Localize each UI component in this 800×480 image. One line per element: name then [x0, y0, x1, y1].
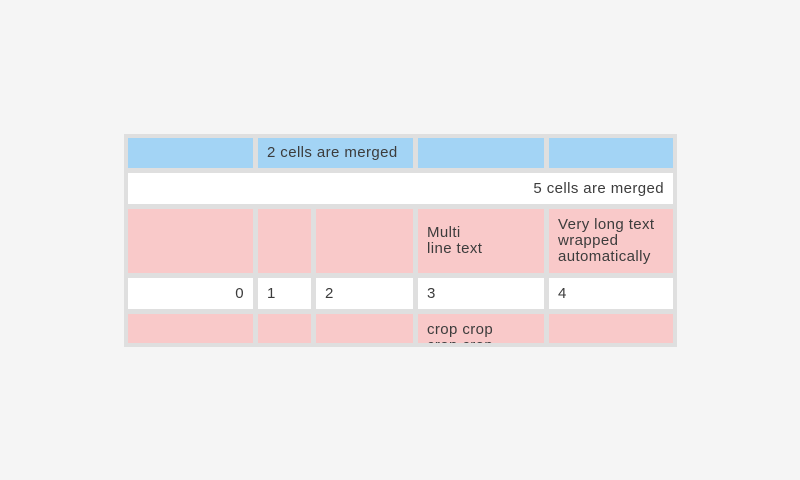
table-cell-r4c3[interactable]: 2 [316, 278, 413, 309]
table-widget: 2 cells are merged 5 cells are merged Mu… [124, 134, 677, 347]
table-cell-r3c4-multiline[interactable]: Multi line text [418, 209, 544, 273]
table-row-2: 5 cells are merged [128, 173, 673, 204]
table-cell-r3c3[interactable] [316, 209, 413, 273]
table-clip-area: 2 cells are merged 5 cells are merged Mu… [128, 138, 673, 343]
table-cell-r5c2[interactable] [258, 314, 311, 343]
table-cell-r5c3[interactable] [316, 314, 413, 343]
table-cell-r1c2-merged[interactable]: 2 cells are merged [258, 138, 413, 168]
table-row-3: Multi line text Very long text wrapped a… [128, 209, 673, 273]
table-row-4: 0 1 2 3 4 [128, 278, 673, 309]
table-cell-r1c1[interactable] [128, 138, 253, 168]
table-cell-r4c5[interactable]: 4 [549, 278, 673, 309]
table-cell-r3c5-wrapped[interactable]: Very long text wrapped automatically [549, 209, 673, 273]
table-cell-r1c4[interactable] [418, 138, 544, 168]
table-cell-r4c2[interactable]: 1 [258, 278, 311, 309]
table-cell-r5c1[interactable] [128, 314, 253, 343]
table-row-5: crop crop crop crop [128, 314, 673, 343]
table-cell-r3c2[interactable] [258, 209, 311, 273]
table-cell-r1c5[interactable] [549, 138, 673, 168]
table-row-1: 2 cells are merged [128, 138, 673, 168]
table-cell-r2-merged[interactable]: 5 cells are merged [128, 173, 673, 204]
table-cell-r3c1[interactable] [128, 209, 253, 273]
table-cell-r5c4-cropped[interactable]: crop crop crop crop [418, 314, 544, 343]
table-cell-r4c1[interactable]: 0 [128, 278, 253, 309]
table-cell-r4c4[interactable]: 3 [418, 278, 544, 309]
table-cell-r5c5[interactable] [549, 314, 673, 343]
